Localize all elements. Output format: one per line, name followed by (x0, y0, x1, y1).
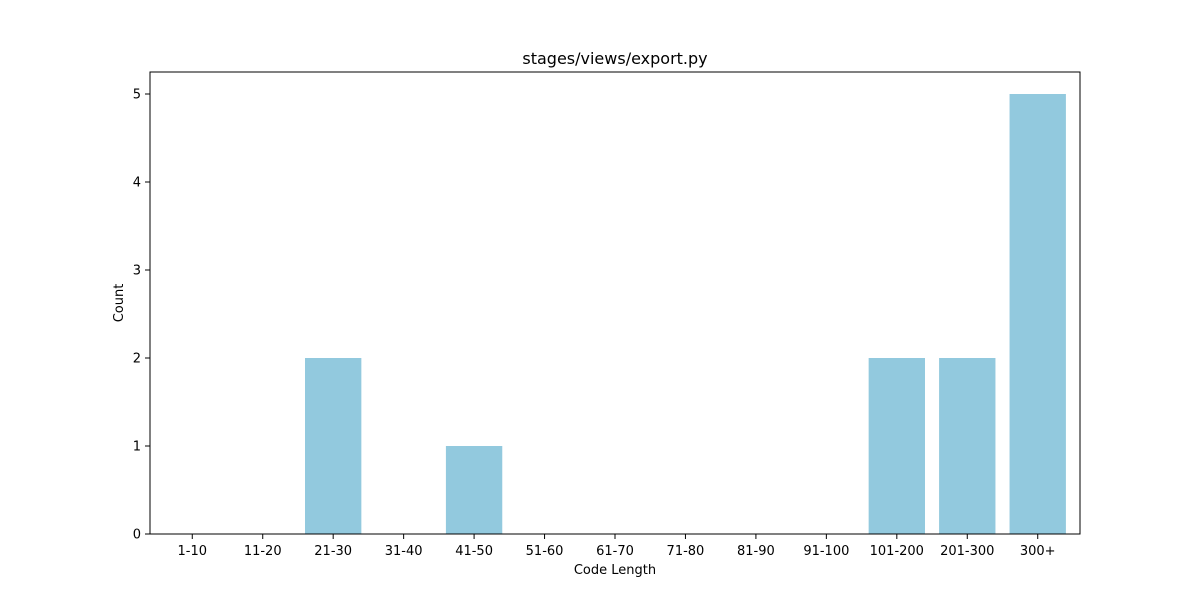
x-tick-label: 61-70 (596, 544, 634, 559)
bar-101-200 (868, 358, 925, 534)
bar-201-300 (939, 358, 996, 534)
plot-area-frame (149, 71, 1081, 535)
x-tick-label: 91-100 (803, 544, 849, 559)
x-tick-label: 300+ (1020, 544, 1056, 559)
x-tick-label: 201-300 (940, 544, 994, 559)
y-tick-label: 3 (133, 264, 141, 279)
bars-group (305, 94, 1066, 534)
x-tick-label: 41-50 (455, 544, 493, 559)
bar-21-30 (305, 358, 362, 534)
x-axis-label: Code Length (574, 563, 656, 578)
y-tick-label: 5 (133, 88, 141, 103)
y-tick-label: 4 (133, 176, 141, 191)
x-tick-label: 81-90 (737, 544, 775, 559)
y-axis-label: Count (112, 284, 127, 323)
y-tick-label: 0 (133, 528, 141, 543)
bar-41-50 (445, 446, 503, 534)
y-tick-label: 1 (133, 440, 141, 455)
x-tick-label: 1-10 (178, 544, 208, 559)
x-axis-ticks: 1-10 11-20 21-30 31-40 41-50 51-60 61-70 71-80 8… (178, 534, 1056, 559)
x-tick-label: 11-20 (244, 544, 282, 559)
y-tick-label: 2 (133, 352, 141, 367)
x-tick-label: 71-80 (667, 544, 705, 559)
x-tick-label: 101-200 (870, 544, 924, 559)
x-tick-label: 21-30 (314, 544, 352, 559)
chart-title: stages/views/export.py (522, 49, 707, 68)
x-tick-label: 51-60 (526, 544, 564, 559)
x-tick-label: 31-40 (385, 544, 423, 559)
y-axis-ticks: 0 1 2 3 4 5 (133, 88, 150, 543)
bar-300+ (1009, 94, 1066, 534)
